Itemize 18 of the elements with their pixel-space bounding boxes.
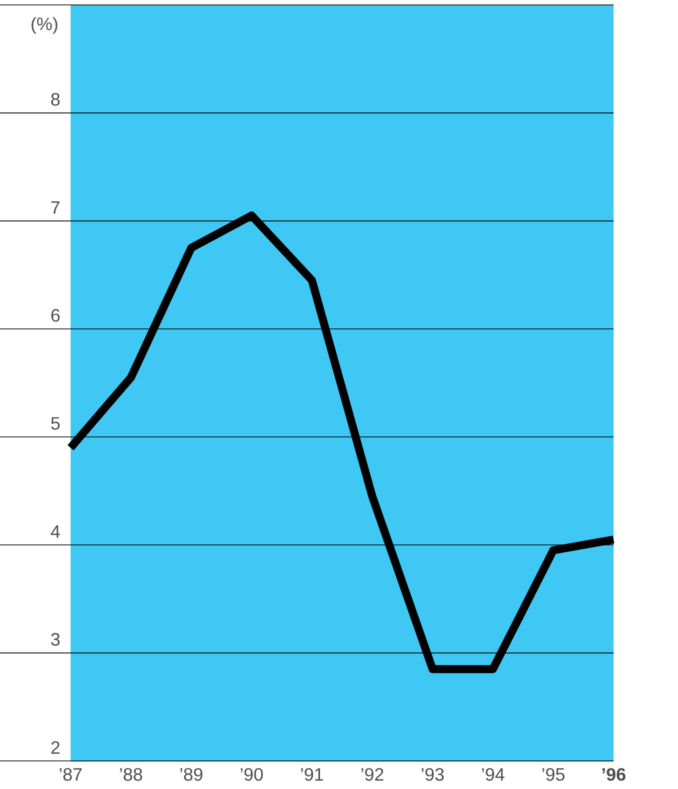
x-tick-label: ’89 [180, 768, 202, 781]
y-tick-label: 6 [51, 309, 60, 322]
y-tick-label: 4 [50, 525, 60, 538]
x-tick-label: ’95 [542, 768, 564, 781]
x-tick-label: ’94 [482, 768, 504, 781]
y-tick-label: 2 [51, 741, 60, 754]
y-tick-label: 8 [51, 93, 60, 106]
x-tick-label: ’91 [301, 768, 323, 781]
y-tick-label: 5 [51, 417, 60, 430]
y-tick-label: 7 [51, 201, 60, 214]
x-tick-label: ’96 [602, 768, 626, 781]
x-tick-label: ’87 [60, 768, 82, 781]
x-tick-label: ’93 [422, 768, 444, 781]
x-tick-label: ’92 [361, 768, 384, 781]
x-tick-label: ’88 [120, 768, 142, 781]
y-axis-title: (%) [32, 17, 58, 34]
y-tick-label: 3 [51, 633, 60, 646]
x-tick-label: ’90 [240, 768, 263, 781]
